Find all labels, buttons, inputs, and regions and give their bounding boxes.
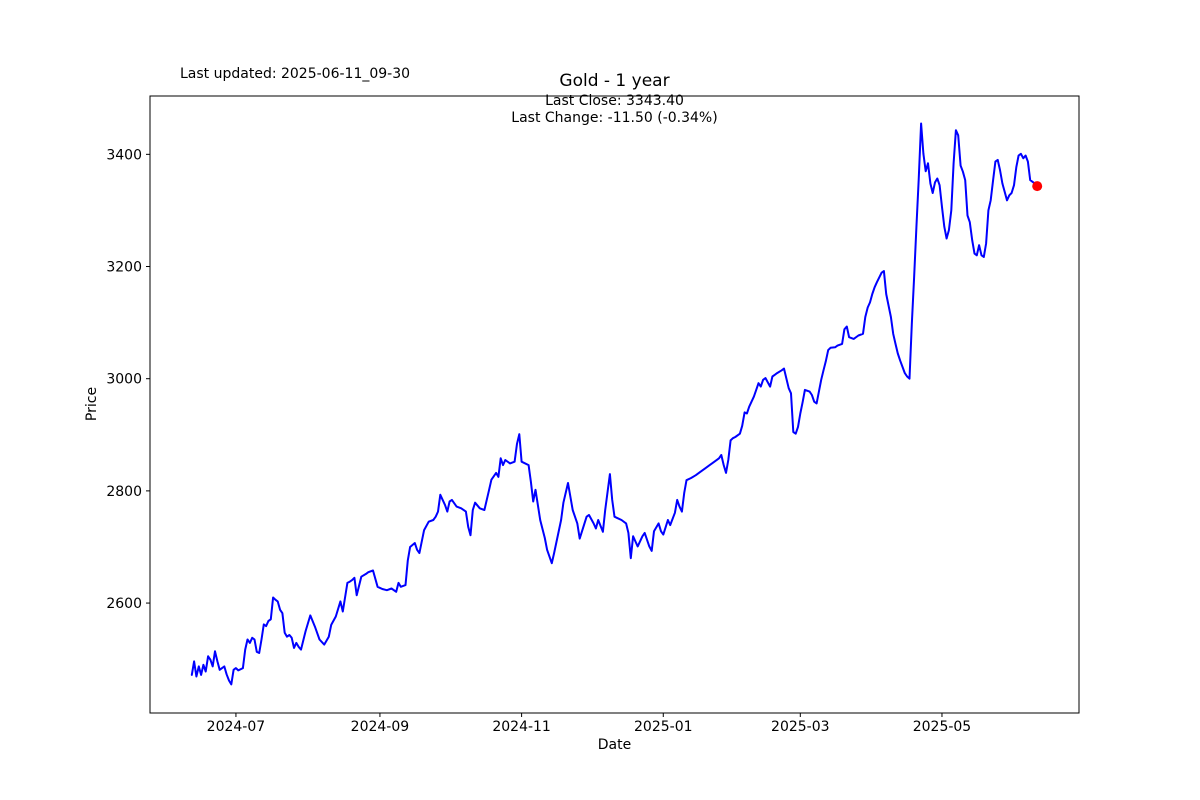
last-updated-text: Last updated: 2025-06-11_09-30 [180,66,411,82]
x-tick-label: 2024-07 [207,719,266,735]
x-axis-label: Date [597,737,632,753]
x-tick-label: 2024-09 [351,719,410,735]
price-line [190,122,1039,686]
y-tick-label: 3200 [106,260,142,276]
last-price-dot [1032,181,1043,192]
last-close-text: Last Close: 3343.40 [545,93,684,109]
y-axis-label: Price [84,386,100,422]
x-tick-label: 2025-03 [771,719,830,735]
plot-frame [149,95,1080,714]
y-tick-label: 3400 [106,147,142,163]
last-quote-annotation: Last Close: 3343.40 Last Change: -11.50 … [150,93,1079,127]
last-change-text: Last Change: -11.50 (-0.34%) [511,110,718,126]
x-tick-label: 2025-01 [634,719,693,735]
y-tick-label: 2800 [106,484,142,500]
y-tick-label: 2600 [106,596,142,612]
x-tick-label: 2024-11 [492,719,551,735]
x-tick-label: 2025-05 [913,719,972,735]
y-tick-label: 3000 [106,372,142,388]
chart-title: Gold - 1 year [559,71,670,91]
